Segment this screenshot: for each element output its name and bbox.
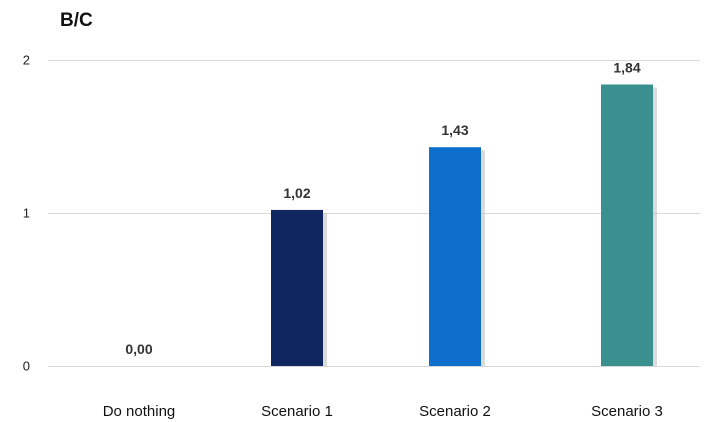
bar-scenario-3 — [601, 84, 653, 366]
data-label-scenario-3: 1,84 — [613, 59, 640, 75]
y-tick-label-2: 2 — [23, 53, 30, 68]
x-tick-label-scenario-1: Scenario 1 — [261, 403, 333, 420]
bars — [271, 84, 657, 366]
x-tick-label-do-nothing: Do nothing — [103, 403, 176, 420]
y-tick-label-1: 1 — [23, 206, 30, 221]
x-tick-label-scenario-3: Scenario 3 — [591, 403, 663, 420]
y-tick-label-0: 0 — [23, 359, 30, 374]
chart-title: B/C — [60, 10, 93, 31]
bar-scenario-2 — [429, 147, 481, 366]
data-labels: 0,00 1,02 1,43 1,84 — [125, 59, 640, 357]
y-axis-tick-labels: 0 1 2 — [23, 53, 30, 374]
x-tick-label-scenario-2: Scenario 2 — [419, 403, 491, 420]
bar-scenario-1 — [271, 209, 323, 366]
x-axis-tick-labels: Do nothing Scenario 1 Scenario 2 Scenario 3 — [103, 403, 663, 420]
data-label-do-nothing: 0,00 — [125, 341, 152, 357]
data-label-scenario-2: 1,43 — [441, 122, 468, 138]
data-label-scenario-1: 1,02 — [283, 185, 310, 201]
gridlines — [48, 60, 700, 367]
